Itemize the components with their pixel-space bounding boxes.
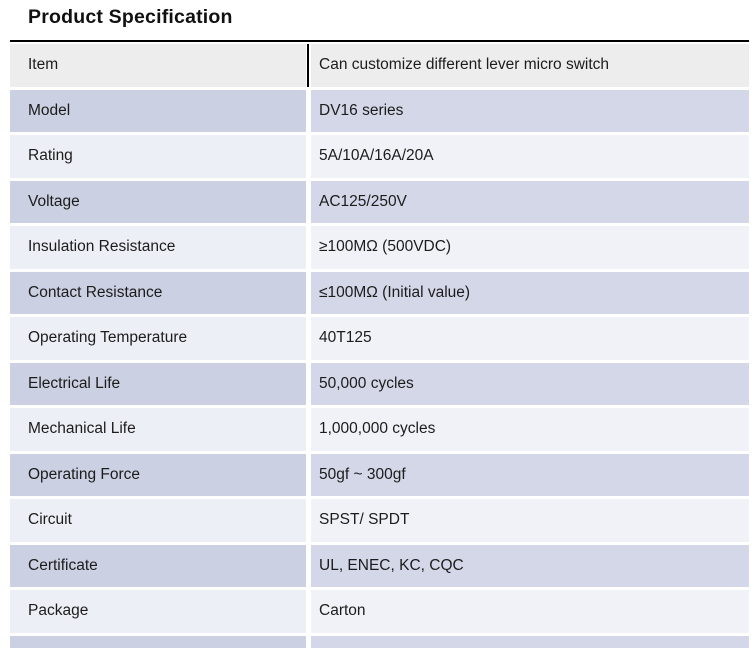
spec-label-cell: Mechanical Life <box>10 408 306 451</box>
column-divider <box>306 453 311 496</box>
spec-value-cell: AC125/250V <box>311 180 749 223</box>
table-row: Certificate UL, ENEC, KC, CQC <box>10 544 749 587</box>
spec-label-cell: Circuit <box>10 499 306 542</box>
column-divider <box>306 44 311 87</box>
column-divider <box>306 271 311 314</box>
spec-value-cell: SPST/ SPDT <box>311 499 749 542</box>
page-title: Product Specification <box>28 6 233 28</box>
spec-label-cell: Contact Resistance <box>10 271 306 314</box>
spec-value-cell: 40T125 <box>311 317 749 360</box>
table-row: Contact Resistance ≤100MΩ (Initial value) <box>10 271 749 314</box>
spec-label-cell: Insulation Resistance <box>10 226 306 269</box>
column-divider <box>306 544 311 587</box>
spec-value-cell: 50,000 cycles <box>311 362 749 405</box>
spec-table: Item Can customize different lever micro … <box>10 44 749 648</box>
table-row: Operating Force 50gf ~ 300gf <box>10 453 749 496</box>
column-divider <box>306 89 311 132</box>
spec-label-cell <box>10 635 306 648</box>
table-row: Electrical Life 50,000 cycles <box>10 362 749 405</box>
spec-value-cell: 5A/10A/16A/20A <box>311 135 749 178</box>
spec-value-cell: 1,000,000 cycles <box>311 408 749 451</box>
spec-label-cell: Package <box>10 590 306 633</box>
column-divider <box>306 180 311 223</box>
spec-label-cell: Operating Temperature <box>10 317 306 360</box>
table-row: Model DV16 series <box>10 89 749 132</box>
column-divider <box>306 408 311 451</box>
spec-label-cell: Item <box>10 44 306 87</box>
spec-value-cell: ≤100MΩ (Initial value) <box>311 271 749 314</box>
table-row: Mechanical Life 1,000,000 cycles <box>10 408 749 451</box>
table-row: Insulation Resistance ≥100MΩ (500VDC) <box>10 226 749 269</box>
table-row: Voltage AC125/250V <box>10 180 749 223</box>
column-divider <box>306 499 311 542</box>
spec-label-cell: Certificate <box>10 544 306 587</box>
spec-label-cell: Electrical Life <box>10 362 306 405</box>
spec-value-cell: Can customize different lever micro swit… <box>311 44 749 87</box>
spec-value-cell <box>311 635 749 648</box>
header-divider-line <box>307 44 309 87</box>
column-divider <box>306 362 311 405</box>
spec-value-cell: DV16 series <box>311 89 749 132</box>
spec-label-cell: Model <box>10 89 306 132</box>
table-row: Package Carton <box>10 590 749 633</box>
column-divider <box>306 135 311 178</box>
spec-value-cell: Carton <box>311 590 749 633</box>
table-row: Operating Temperature 40T125 <box>10 317 749 360</box>
column-divider <box>306 635 311 648</box>
table-row-partial <box>10 635 749 648</box>
spec-label-cell: Rating <box>10 135 306 178</box>
spec-label-cell: Voltage <box>10 180 306 223</box>
spec-value-cell: 50gf ~ 300gf <box>311 453 749 496</box>
spec-value-cell: ≥100MΩ (500VDC) <box>311 226 749 269</box>
table-row: Item Can customize different lever micro … <box>10 44 749 87</box>
spec-value-cell: UL, ENEC, KC, CQC <box>311 544 749 587</box>
column-divider <box>306 317 311 360</box>
column-divider <box>306 226 311 269</box>
spec-label-cell: Operating Force <box>10 453 306 496</box>
title-divider-rule <box>10 40 749 42</box>
table-row: Rating 5A/10A/16A/20A <box>10 135 749 178</box>
table-row: Circuit SPST/ SPDT <box>10 499 749 542</box>
column-divider <box>306 590 311 633</box>
